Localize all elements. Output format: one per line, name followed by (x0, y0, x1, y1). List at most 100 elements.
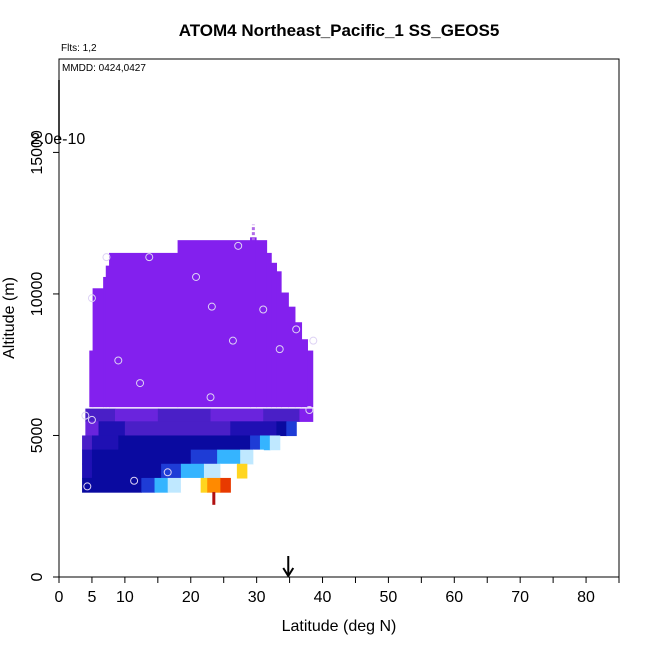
upper-band-1-cell-4 (276, 421, 287, 437)
lower-band-1-cell-0 (82, 449, 93, 465)
heat-column-6 (177, 240, 251, 408)
sample-point-13 (228, 336, 237, 345)
upper-band-1-cell-2 (124, 421, 231, 437)
heat-column-14 (294, 322, 303, 408)
heat-column-4 (105, 265, 110, 408)
lower-band-3-cell-4 (180, 477, 202, 493)
lower-band-3-cell-7 (220, 477, 231, 493)
lower-band-3-cell-3 (167, 477, 182, 493)
lower-band-0-cell-3 (250, 435, 261, 451)
scale-label: 2.0e-10 (31, 131, 85, 148)
sample-point-7 (136, 379, 145, 388)
lower-band-2-cell-3 (180, 463, 205, 479)
x-tick-label-3: 20 (182, 589, 200, 606)
heat-column-1 (89, 350, 94, 408)
lower-band-2-cell-6 (236, 463, 248, 479)
lower-band-0-cell-5 (269, 435, 281, 451)
lower-band-2-cell-1 (91, 463, 162, 479)
plot-frame (58, 58, 620, 578)
upper-band-0-cell-1 (115, 408, 159, 422)
y-tick-label-2: 10000 (29, 272, 46, 317)
heat-column-13 (288, 306, 296, 408)
sample-point-14 (234, 241, 243, 250)
lower-band-2-cell-0 (82, 463, 93, 479)
x-tick-label-0: 0 (55, 589, 64, 606)
lower-band-2-cell-4 (203, 463, 222, 479)
upper-band-0-cell-0 (85, 408, 116, 422)
x-axis-label: Latitude (deg N) (282, 618, 397, 635)
upper-band-0-cell-4 (263, 408, 301, 422)
lower-band-1-cell-1 (91, 449, 192, 465)
chart-title: ATOM4 Northeast_Pacific_1 SS_GEOS5 (179, 21, 500, 40)
heat-column-9 (266, 252, 272, 408)
lower-band-0-cell-2 (118, 435, 251, 451)
lower-band-1-cell-4 (240, 449, 254, 465)
heat-column-11 (276, 271, 282, 408)
lower-band-3-cell-0 (82, 477, 142, 493)
upper-band-0-cell-5 (299, 408, 314, 422)
lower-band-3-cell-2 (154, 477, 169, 493)
sample-point-2 (87, 415, 96, 424)
sample-point-5 (114, 356, 123, 365)
heat-column-15 (301, 339, 308, 408)
y-tick-label-3: 15000 (29, 130, 46, 175)
sample-point-16 (275, 345, 284, 354)
plot-area (81, 224, 318, 505)
lower-band-0-cell-4 (259, 435, 271, 451)
lower-band-0-cell-0 (82, 435, 93, 451)
x-tick-label-9: 80 (577, 589, 595, 606)
x-tick-label-4: 30 (248, 589, 266, 606)
upper-band-1-cell-0 (85, 421, 100, 437)
upper-band-1-cell-3 (230, 421, 278, 437)
sample-point-6 (130, 476, 139, 485)
y-tick-label-1: 5000 (29, 418, 46, 454)
x-tick-label-8: 70 (511, 589, 529, 606)
upper-band-1-cell-5 (286, 421, 297, 437)
lower-band-1-cell-5 (253, 449, 264, 465)
sample-point-8 (145, 253, 154, 262)
upper-band-0-cell-2 (157, 408, 212, 422)
arrow-head (282, 567, 295, 578)
sample-point-15 (259, 305, 268, 314)
x-tick-label-1: 5 (87, 589, 96, 606)
sample-point-19 (309, 336, 318, 345)
lower-band-1-cell-2 (190, 449, 218, 465)
sample-point-17 (292, 325, 301, 334)
x-tick-label-6: 50 (380, 589, 398, 606)
lower-band-3-cell-5 (200, 477, 208, 493)
flights-label: Flts: 1,2 (61, 43, 97, 54)
y-tick-label-0: 0 (29, 572, 46, 581)
lower-band-1-cell-3 (217, 449, 241, 465)
upper-band-0-cell-3 (210, 408, 264, 422)
lower-band-3-cell-1 (141, 477, 156, 493)
heat-column-2 (92, 288, 104, 408)
heat-column-10 (271, 262, 278, 408)
sample-point-18 (305, 405, 314, 414)
sample-point-0 (83, 482, 92, 491)
x-axis: 0 5 10 20 30 40 50 60 70 80 (55, 577, 620, 606)
sample-point-4 (102, 253, 111, 262)
position-arrow (282, 556, 295, 578)
sample-point-12 (207, 302, 216, 311)
heat-column-12 (281, 292, 289, 408)
dates-label: MMDD: 0424,0427 (62, 63, 146, 74)
sample-point-11 (206, 393, 215, 402)
x-tick-label-2: 10 (116, 589, 134, 606)
sample-point-10 (192, 272, 201, 281)
heat-column-7 (250, 237, 257, 408)
upper-band-1-cell-1 (98, 421, 126, 437)
y-axis: 0 5000 10000 15000 (29, 130, 59, 581)
x-tick-label-5: 40 (314, 589, 332, 606)
sample-point-3 (87, 294, 96, 303)
heat-column-3 (103, 276, 107, 408)
y-axis-label: Altitude (m) (1, 277, 18, 359)
x-tick-label-7: 60 (445, 589, 463, 606)
heat-column-16 (307, 350, 314, 408)
sample-point-1 (81, 411, 90, 420)
lower-band-0-cell-1 (91, 435, 119, 451)
lower-band-2-cell-5 (220, 463, 238, 479)
lower-band-3-cell-6 (207, 477, 222, 493)
heat-column-8 (255, 240, 268, 408)
sample-point-9 (163, 468, 172, 477)
